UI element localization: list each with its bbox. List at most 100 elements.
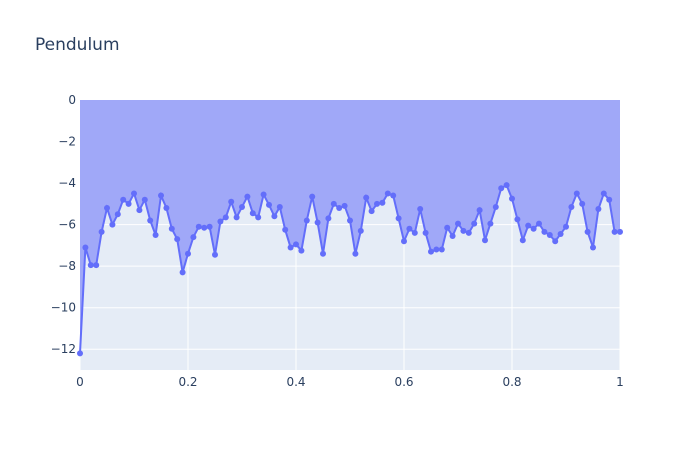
data-point xyxy=(449,233,456,240)
data-point xyxy=(255,214,262,221)
data-point xyxy=(114,211,121,218)
data-point xyxy=(357,227,364,234)
data-point xyxy=(336,205,343,211)
data-point xyxy=(557,230,564,237)
x-tick-label: 0.8 xyxy=(502,375,521,389)
data-point xyxy=(325,215,332,222)
data-point xyxy=(428,248,434,255)
chart-title: Pendulum xyxy=(35,35,120,55)
data-point xyxy=(438,246,445,253)
data-point xyxy=(617,228,623,235)
data-point xyxy=(444,224,451,231)
y-tick-label: −6 xyxy=(58,218,76,232)
x-tick-label: 0.6 xyxy=(394,375,413,389)
data-point xyxy=(147,217,154,224)
data-point xyxy=(455,220,461,227)
data-point xyxy=(341,202,348,209)
y-tick-label: −2 xyxy=(58,135,76,149)
data-point xyxy=(131,190,137,197)
data-point xyxy=(503,182,510,189)
data-point xyxy=(600,190,607,197)
data-point xyxy=(168,225,175,232)
data-point xyxy=(98,228,105,235)
y-tick-labels: −12 −10 −8 −6 −4 −2 0 xyxy=(51,93,76,356)
data-point xyxy=(104,205,110,211)
data-point xyxy=(287,244,294,251)
data-point xyxy=(125,200,132,207)
data-point xyxy=(347,217,353,224)
data-point xyxy=(152,232,159,238)
data-point xyxy=(541,228,548,235)
data-point xyxy=(384,190,391,197)
data-point xyxy=(293,241,299,248)
data-point xyxy=(136,207,143,214)
data-point xyxy=(487,220,494,227)
data-point xyxy=(271,213,278,220)
data-point xyxy=(352,250,359,257)
area-fill xyxy=(80,100,620,354)
data-point xyxy=(163,205,170,211)
data-point xyxy=(411,229,418,236)
data-point xyxy=(482,237,488,244)
data-point xyxy=(514,216,521,223)
x-tick-label: 0.2 xyxy=(178,375,197,389)
data-point xyxy=(492,203,499,210)
data-point xyxy=(401,238,407,245)
data-point xyxy=(395,215,402,222)
data-point xyxy=(217,218,224,225)
data-point xyxy=(433,246,440,253)
data-point xyxy=(568,203,575,210)
data-point xyxy=(363,194,370,201)
data-point xyxy=(249,210,256,217)
data-point xyxy=(390,192,397,199)
y-tick-label: −8 xyxy=(58,259,76,273)
data-point xyxy=(185,250,191,257)
data-point xyxy=(525,222,532,229)
y-tick-label: 0 xyxy=(68,93,76,107)
y-tick-label: −4 xyxy=(58,176,76,190)
data-point xyxy=(206,223,213,230)
data-point xyxy=(201,224,208,231)
data-point xyxy=(606,196,613,203)
data-points xyxy=(77,182,623,357)
data-point xyxy=(417,206,424,213)
data-point xyxy=(320,250,326,257)
data-point xyxy=(228,198,235,205)
data-point xyxy=(579,200,586,207)
data-point xyxy=(303,217,310,224)
data-point xyxy=(476,207,483,214)
data-point xyxy=(509,195,515,202)
data-point xyxy=(260,191,267,198)
data-point xyxy=(244,193,251,200)
data-point xyxy=(471,220,478,227)
data-point xyxy=(368,208,375,215)
data-point xyxy=(109,221,116,228)
data-point xyxy=(498,185,505,192)
x-tick-label: 0.4 xyxy=(286,375,305,389)
data-point xyxy=(282,226,289,233)
data-point xyxy=(530,225,537,232)
y-tick-label: −10 xyxy=(51,301,76,315)
data-point xyxy=(611,228,618,235)
data-point xyxy=(330,200,337,207)
data-point xyxy=(563,223,569,230)
data-point xyxy=(239,203,245,210)
data-point xyxy=(465,229,472,236)
data-point xyxy=(93,262,100,269)
data-point xyxy=(179,269,186,276)
data-point xyxy=(422,229,429,236)
data-point xyxy=(552,238,559,245)
x-tick-label: 1 xyxy=(616,375,624,389)
data-point xyxy=(298,247,305,254)
data-point xyxy=(309,193,316,200)
data-point xyxy=(158,192,164,199)
data-point xyxy=(374,200,380,207)
data-point xyxy=(276,203,283,210)
data-point xyxy=(546,232,553,238)
data-point xyxy=(460,227,467,234)
data-point xyxy=(87,262,94,269)
data-point xyxy=(190,234,197,241)
data-point xyxy=(314,219,321,226)
data-point xyxy=(573,190,580,197)
